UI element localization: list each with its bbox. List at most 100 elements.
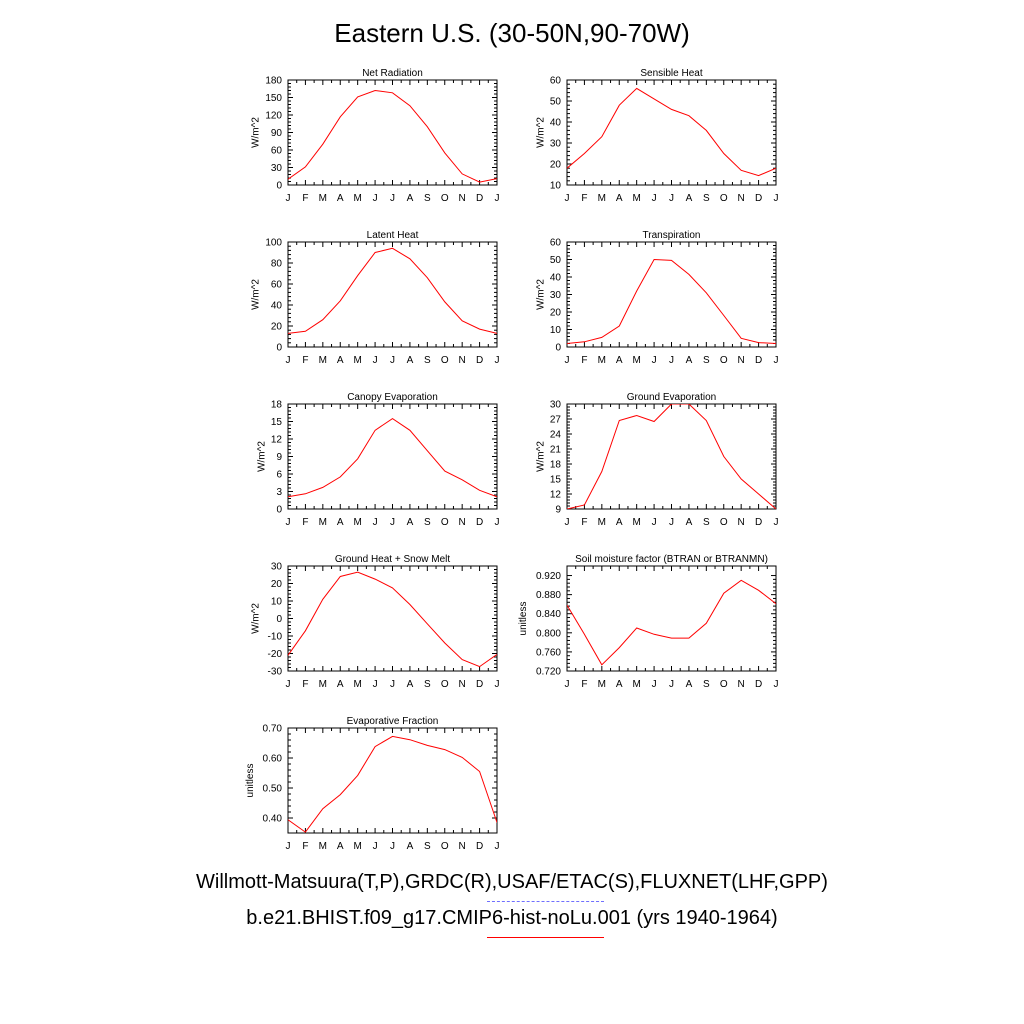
x-tick-label: A bbox=[337, 517, 344, 528]
x-tick-label: J bbox=[390, 193, 395, 204]
y-axis-label: W/m^2 bbox=[256, 441, 267, 472]
x-tick-label: J bbox=[495, 193, 500, 204]
x-tick-label: J bbox=[373, 193, 378, 204]
x-tick-label: J bbox=[286, 355, 291, 366]
x-tick-label: D bbox=[476, 355, 483, 366]
y-tick-label: 0.880 bbox=[536, 590, 561, 601]
y-tick-label: 3 bbox=[276, 487, 282, 498]
x-tick-label: J bbox=[652, 679, 657, 690]
x-tick-label: J bbox=[669, 679, 674, 690]
x-tick-label: D bbox=[476, 841, 483, 852]
x-tick-label: M bbox=[353, 679, 361, 690]
x-tick-label: M bbox=[319, 355, 327, 366]
y-tick-label: 50 bbox=[550, 255, 562, 266]
x-tick-label: J bbox=[652, 193, 657, 204]
x-tick-label: N bbox=[459, 517, 466, 528]
y-tick-label: 9 bbox=[276, 452, 282, 463]
x-tick-label: A bbox=[616, 193, 623, 204]
x-tick-label: J bbox=[373, 517, 378, 528]
legend-model-line bbox=[487, 937, 604, 938]
x-tick-label: J bbox=[565, 679, 570, 690]
x-tick-label: M bbox=[632, 517, 640, 528]
x-tick-label: M bbox=[632, 355, 640, 366]
x-tick-label: S bbox=[424, 355, 431, 366]
x-tick-label: J bbox=[390, 517, 395, 528]
x-tick-label: J bbox=[669, 355, 674, 366]
y-axis-label: W/m^2 bbox=[535, 117, 546, 148]
x-tick-label: A bbox=[686, 517, 693, 528]
x-tick-label: M bbox=[319, 679, 327, 690]
y-tick-label: 90 bbox=[271, 128, 283, 139]
y-axis-label: unitless bbox=[518, 602, 529, 636]
x-tick-label: A bbox=[337, 193, 344, 204]
y-tick-label: 30 bbox=[271, 163, 283, 174]
x-tick-label: J bbox=[373, 355, 378, 366]
x-tick-label: A bbox=[337, 841, 344, 852]
x-tick-label: N bbox=[459, 679, 466, 690]
y-tick-label: 40 bbox=[550, 118, 562, 129]
plot-frame bbox=[566, 79, 777, 186]
x-tick-label: J bbox=[286, 193, 291, 204]
y-tick-label: -20 bbox=[268, 649, 283, 660]
y-tick-label: 60 bbox=[550, 238, 562, 249]
panel-title: Canopy Evaporation bbox=[347, 392, 438, 403]
y-tick-label: 0 bbox=[276, 505, 282, 516]
x-tick-label: O bbox=[441, 841, 449, 852]
x-tick-label: A bbox=[686, 355, 693, 366]
x-tick-label: A bbox=[407, 355, 414, 366]
x-tick-label: A bbox=[407, 193, 414, 204]
plot-frame bbox=[287, 241, 498, 348]
y-tick-label: 20 bbox=[271, 579, 283, 590]
x-tick-label: J bbox=[495, 679, 500, 690]
plot-frame bbox=[566, 241, 777, 348]
panel-title: Latent Heat bbox=[367, 230, 419, 241]
chart-panel: Soil moisture factor (BTRAN or BTRANMN) J… bbox=[518, 554, 779, 690]
y-tick-label: 40 bbox=[550, 273, 562, 284]
panel-title: Transpiration bbox=[643, 230, 701, 241]
x-tick-label: O bbox=[441, 517, 449, 528]
x-tick-label: S bbox=[703, 679, 710, 690]
y-tick-label: 27 bbox=[550, 415, 562, 426]
x-tick-label: N bbox=[459, 193, 466, 204]
y-tick-label: 180 bbox=[265, 76, 282, 87]
x-tick-label: J bbox=[774, 193, 779, 204]
panel-title: Ground Heat + Snow Melt bbox=[335, 554, 451, 565]
x-tick-label: N bbox=[459, 355, 466, 366]
y-tick-label: 40 bbox=[271, 301, 283, 312]
x-tick-label: J bbox=[495, 841, 500, 852]
x-tick-label: J bbox=[495, 517, 500, 528]
y-tick-label: 0 bbox=[276, 614, 282, 625]
series-line bbox=[288, 735, 497, 833]
y-tick-label: 6 bbox=[276, 470, 282, 481]
x-tick-label: J bbox=[390, 679, 395, 690]
y-tick-label: 21 bbox=[550, 445, 562, 456]
x-tick-label: J bbox=[286, 679, 291, 690]
x-tick-label: J bbox=[286, 517, 291, 528]
series-line bbox=[288, 89, 497, 183]
y-axis-label: unitless bbox=[245, 764, 256, 798]
y-tick-label: 0 bbox=[276, 343, 282, 354]
x-tick-label: D bbox=[755, 679, 762, 690]
x-tick-label: O bbox=[441, 679, 449, 690]
x-tick-label: M bbox=[319, 841, 327, 852]
series-line bbox=[288, 571, 497, 668]
x-tick-label: N bbox=[738, 193, 745, 204]
x-tick-label: M bbox=[598, 679, 606, 690]
x-tick-label: J bbox=[774, 517, 779, 528]
y-tick-label: 30 bbox=[550, 290, 562, 301]
y-tick-label: 10 bbox=[550, 181, 562, 192]
x-tick-label: A bbox=[686, 193, 693, 204]
x-tick-label: M bbox=[598, 517, 606, 528]
y-tick-label: 9 bbox=[555, 505, 561, 516]
x-tick-label: M bbox=[632, 679, 640, 690]
x-tick-label: J bbox=[565, 517, 570, 528]
x-tick-label: M bbox=[598, 355, 606, 366]
x-tick-label: D bbox=[476, 679, 483, 690]
y-tick-label: 120 bbox=[265, 111, 282, 122]
y-tick-label: 20 bbox=[550, 160, 562, 171]
